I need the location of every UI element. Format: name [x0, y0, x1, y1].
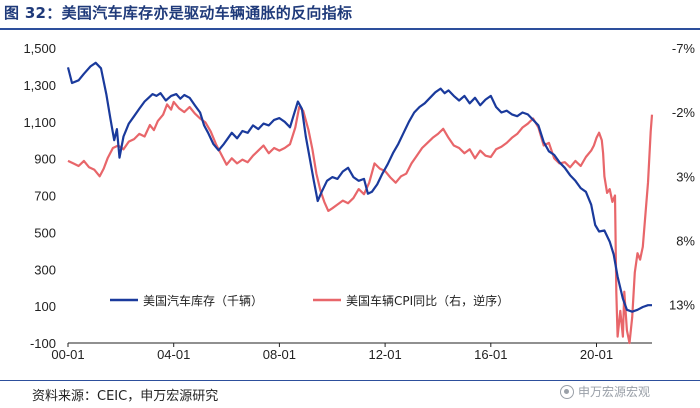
y-right-tick-label: -2% — [672, 105, 696, 120]
wechat-icon — [560, 384, 574, 399]
x-tick-label: 20-01 — [580, 347, 613, 362]
y-left-ticks: -100 100 300 500 700 900 1,100 1,300 1,500 — [23, 41, 56, 351]
y-left-tick-label: 100 — [34, 299, 56, 314]
x-ticks: 00-01 04-01 08-01 12-01 16-01 20-01 — [51, 343, 613, 362]
y-left-tick-label: 900 — [34, 152, 56, 167]
y-left-tick-label: 500 — [34, 225, 56, 240]
y-left-tick-label: 1,100 — [23, 115, 56, 130]
source-rule — [0, 380, 700, 381]
chart: 00-01 04-01 08-01 12-01 16-01 20-01 -100 100 30… — [23, 41, 695, 362]
y-left-tick-label: 700 — [34, 189, 56, 204]
series-line-inventory — [66, 61, 652, 313]
x-tick-label: 08-01 — [263, 347, 296, 362]
x-tick-label: 04-01 — [157, 347, 190, 362]
legend: 美国汽车库存（千辆） 美国车辆CPI同比（右，逆序） — [110, 293, 509, 308]
y-left-tick-label: -100 — [30, 336, 56, 351]
legend-label-cpi: 美国车辆CPI同比（右，逆序） — [346, 293, 509, 308]
source-note: 资料来源：CEIC，申万宏源研究 — [32, 389, 219, 404]
series-line-cpi — [67, 100, 654, 345]
x-tick-label: 00-01 — [51, 347, 84, 362]
series-layer — [66, 61, 654, 345]
page-title: 图 32：美国汽车库存亦是驱动车辆通胀的反向指标 — [4, 4, 353, 22]
y-right-ticks: -7% -2% 3% 8% 13% — [669, 41, 695, 313]
y-left-tick-label: 1,300 — [23, 78, 56, 93]
y-right-tick-label: 3% — [676, 169, 695, 184]
watermark: 申万宏源宏观 — [560, 383, 650, 400]
y-right-tick-label: 8% — [676, 233, 695, 248]
legend-label-inventory: 美国汽车库存（千辆） — [143, 293, 263, 308]
watermark-text: 申万宏源宏观 — [578, 385, 651, 399]
y-left-tick-label: 1,500 — [23, 41, 56, 56]
x-tick-label: 16-01 — [474, 347, 507, 362]
y-right-tick-label: -7% — [672, 41, 696, 56]
title-rule — [0, 28, 700, 30]
x-tick-label: 12-01 — [368, 347, 401, 362]
y-right-tick-label: 13% — [669, 298, 695, 313]
y-left-tick-label: 300 — [34, 262, 56, 277]
